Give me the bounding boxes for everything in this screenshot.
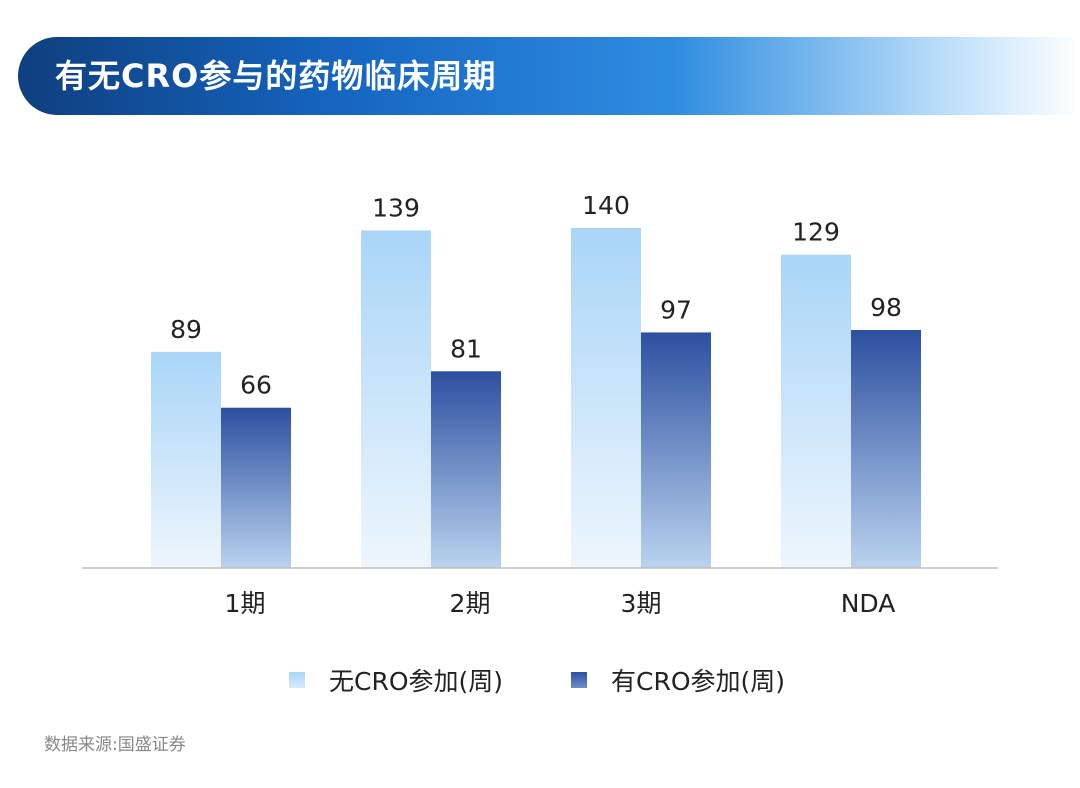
bar-with-cro-1 <box>431 371 501 568</box>
legend-swatch-light <box>289 672 305 688</box>
title-banner: 有无CRO参与的药物临床周期 <box>18 37 1080 115</box>
legend-swatch-dark <box>571 672 587 688</box>
bar-no-cro-3 <box>781 254 851 568</box>
bar-no-cro-2 <box>571 228 641 568</box>
data-label: 97 <box>660 295 692 324</box>
data-label: 81 <box>450 334 482 363</box>
bar-with-cro-3 <box>851 330 921 568</box>
legend-label: 有CRO参加(周) <box>611 667 786 696</box>
data-label: 98 <box>870 293 902 322</box>
data-label: 139 <box>372 193 420 222</box>
source-note: 数据来源:国盛证券 <box>44 735 186 755</box>
chart-title: 有无CRO参与的药物临床周期 <box>55 57 497 95</box>
legend: 无CRO参加(周) 有CRO参加(周) <box>0 662 1080 698</box>
bar-with-cro-0 <box>221 407 291 568</box>
bar-no-cro-0 <box>151 351 221 568</box>
x-tick-label: 2期 <box>450 589 491 618</box>
bar-with-cro-2 <box>641 332 711 568</box>
data-label: 66 <box>240 371 272 400</box>
x-tick-label: 3期 <box>621 589 662 618</box>
data-label: 140 <box>582 191 630 220</box>
x-tick-label: NDA <box>841 589 896 618</box>
data-label: 129 <box>792 218 840 247</box>
legend-item-with-cro: 有CRO参加(周) <box>571 662 785 698</box>
bar-no-cro-1 <box>361 230 431 568</box>
legend-item-no-cro: 无CRO参加(周) <box>289 662 503 698</box>
legend-label: 无CRO参加(周) <box>329 667 504 696</box>
x-tick-label: 1期 <box>225 589 266 618</box>
data-label: 89 <box>170 315 202 344</box>
